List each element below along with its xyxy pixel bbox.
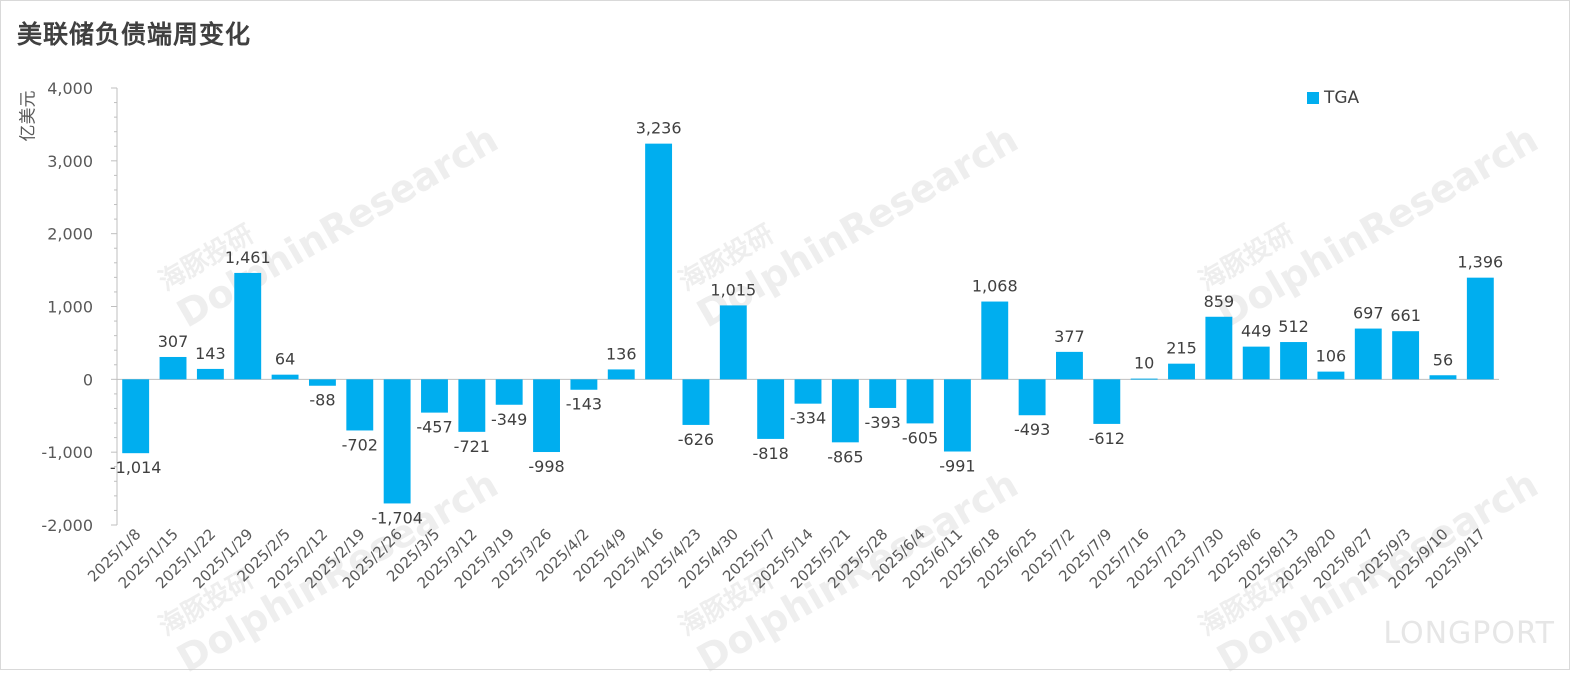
data-label: -612 xyxy=(1089,429,1125,448)
bar xyxy=(1018,379,1046,416)
y-tick-label: 2,000 xyxy=(47,225,93,244)
data-label: -605 xyxy=(902,428,938,447)
data-label: -88 xyxy=(309,391,335,410)
bar xyxy=(1168,363,1195,380)
bar xyxy=(794,379,822,404)
bar xyxy=(757,379,785,439)
bar xyxy=(645,143,673,380)
y-tick-label: 4,000 xyxy=(47,79,93,98)
data-label: -349 xyxy=(491,410,527,429)
data-label: -493 xyxy=(1014,420,1050,439)
data-label: 307 xyxy=(158,332,189,351)
bar xyxy=(122,379,150,454)
legend-label: TGA xyxy=(1324,88,1360,108)
bar xyxy=(196,368,224,380)
data-label: 661 xyxy=(1390,306,1421,325)
brand-watermark: LONGPORT xyxy=(1383,616,1555,651)
bar xyxy=(943,379,971,452)
data-label: -393 xyxy=(865,413,901,432)
data-label: 859 xyxy=(1204,292,1235,311)
data-label: 1,396 xyxy=(1457,253,1503,272)
bar xyxy=(346,379,374,431)
data-label: 1,068 xyxy=(972,277,1018,296)
bar xyxy=(234,272,262,380)
y-tick-label: -2,000 xyxy=(41,516,93,535)
data-label: -702 xyxy=(342,435,378,454)
data-label: 3,236 xyxy=(636,119,682,138)
y-tick-label: -1,000 xyxy=(41,443,93,462)
data-label: -865 xyxy=(827,447,863,466)
data-label: -1,704 xyxy=(371,508,423,527)
bar xyxy=(719,305,747,380)
bar xyxy=(495,379,523,405)
bar xyxy=(1466,277,1494,380)
bar xyxy=(1093,379,1121,424)
bar xyxy=(1280,342,1308,380)
data-label: 143 xyxy=(195,344,226,363)
bar xyxy=(831,379,859,443)
data-label: 697 xyxy=(1353,304,1384,323)
data-label: -721 xyxy=(454,437,490,456)
data-label: 1,015 xyxy=(710,280,756,299)
bar xyxy=(1205,316,1233,380)
bar xyxy=(383,379,411,504)
data-label: 377 xyxy=(1054,327,1085,346)
data-label: 64 xyxy=(275,350,295,369)
bar xyxy=(1429,375,1457,380)
bar xyxy=(869,379,897,408)
bar xyxy=(1392,331,1420,380)
bar xyxy=(682,379,710,425)
bar xyxy=(1242,346,1270,380)
bar xyxy=(570,379,598,390)
data-label: -143 xyxy=(566,395,602,414)
data-label: -998 xyxy=(528,457,564,476)
data-label: 10 xyxy=(1134,354,1154,373)
bar xyxy=(533,379,560,453)
bar xyxy=(159,356,187,380)
legend-swatch xyxy=(1307,92,1319,104)
data-label: 56 xyxy=(1433,350,1453,369)
bar xyxy=(1056,351,1083,380)
bar-chart: -2,000 -1,000 0 1,000 2,000 3,000 4,000 -1,014 2… xyxy=(41,79,1503,592)
bar xyxy=(906,379,934,424)
data-label: -626 xyxy=(678,430,714,449)
data-label: 1,461 xyxy=(225,248,271,267)
data-label: -818 xyxy=(752,444,788,463)
chart-title: 美联储负债端周变化 xyxy=(17,20,252,49)
y-tick-label: 1,000 xyxy=(47,298,93,317)
y-tick-label: 3,000 xyxy=(47,152,93,171)
bar xyxy=(458,379,486,432)
bar xyxy=(607,369,635,380)
bar xyxy=(271,374,299,380)
data-label: -991 xyxy=(939,457,975,476)
data-label: 136 xyxy=(606,344,637,363)
bar xyxy=(421,379,448,413)
y-tick-label: 0 xyxy=(83,370,93,389)
data-label: 449 xyxy=(1241,322,1272,341)
bar xyxy=(1130,378,1158,380)
data-label: -334 xyxy=(790,409,826,428)
legend: TGA xyxy=(1307,88,1359,108)
bar xyxy=(1317,371,1345,380)
data-label: 512 xyxy=(1278,317,1309,336)
data-label: 215 xyxy=(1166,339,1197,358)
bar xyxy=(981,301,1009,380)
data-label: -1,014 xyxy=(110,458,162,477)
bar xyxy=(308,379,336,386)
data-label: -457 xyxy=(416,418,452,437)
data-label: 106 xyxy=(1316,347,1347,366)
bar xyxy=(1354,328,1382,380)
